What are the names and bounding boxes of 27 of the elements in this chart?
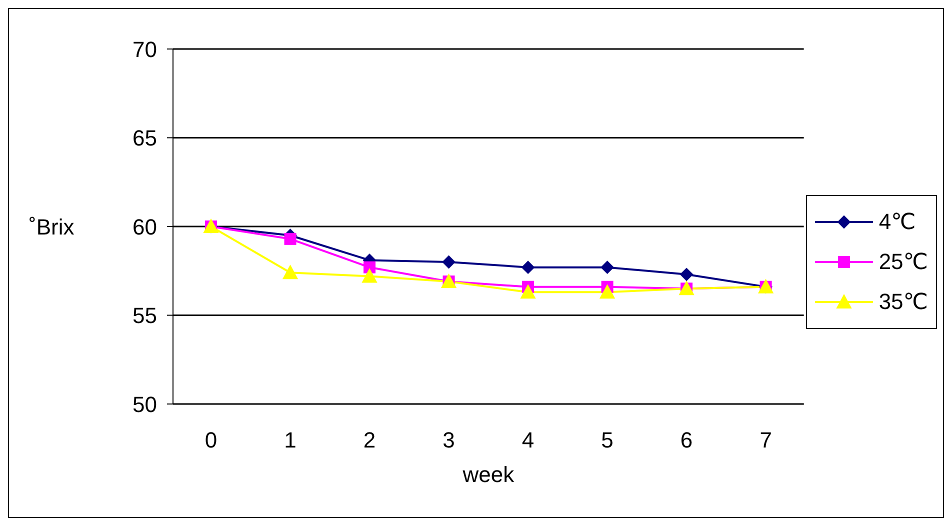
point — [520, 284, 536, 299]
point — [442, 256, 456, 268]
x-tick-label: 6 — [680, 428, 693, 453]
legend-label: 4℃ — [878, 208, 916, 234]
x-axis-title: week — [462, 462, 516, 487]
y-tick-label: 65 — [132, 126, 157, 151]
y-tick-label: 60 — [132, 214, 157, 240]
x-tick-label: 5 — [601, 428, 614, 453]
legend-label: 35℃ — [878, 288, 928, 314]
y-axis-title: ˚Brix — [29, 214, 74, 240]
x-tick-label: 0 — [204, 428, 218, 453]
point — [600, 284, 615, 299]
point — [680, 268, 694, 281]
y-tick-label: 70 — [132, 36, 157, 62]
x-tick-label: 2 — [363, 428, 376, 453]
point — [522, 260, 535, 274]
x-tick-label: 7 — [760, 428, 772, 453]
legend-label: 25℃ — [878, 248, 928, 274]
y-tick-label: 55 — [132, 303, 157, 328]
point — [362, 268, 378, 283]
x-tick-label: 1 — [284, 428, 296, 453]
y-tick-label: 50 — [132, 392, 157, 417]
point — [600, 260, 614, 274]
point — [282, 265, 298, 280]
x-tick-label: 4 — [522, 428, 534, 453]
x-tick-label: 3 — [442, 428, 455, 453]
point — [284, 232, 296, 245]
